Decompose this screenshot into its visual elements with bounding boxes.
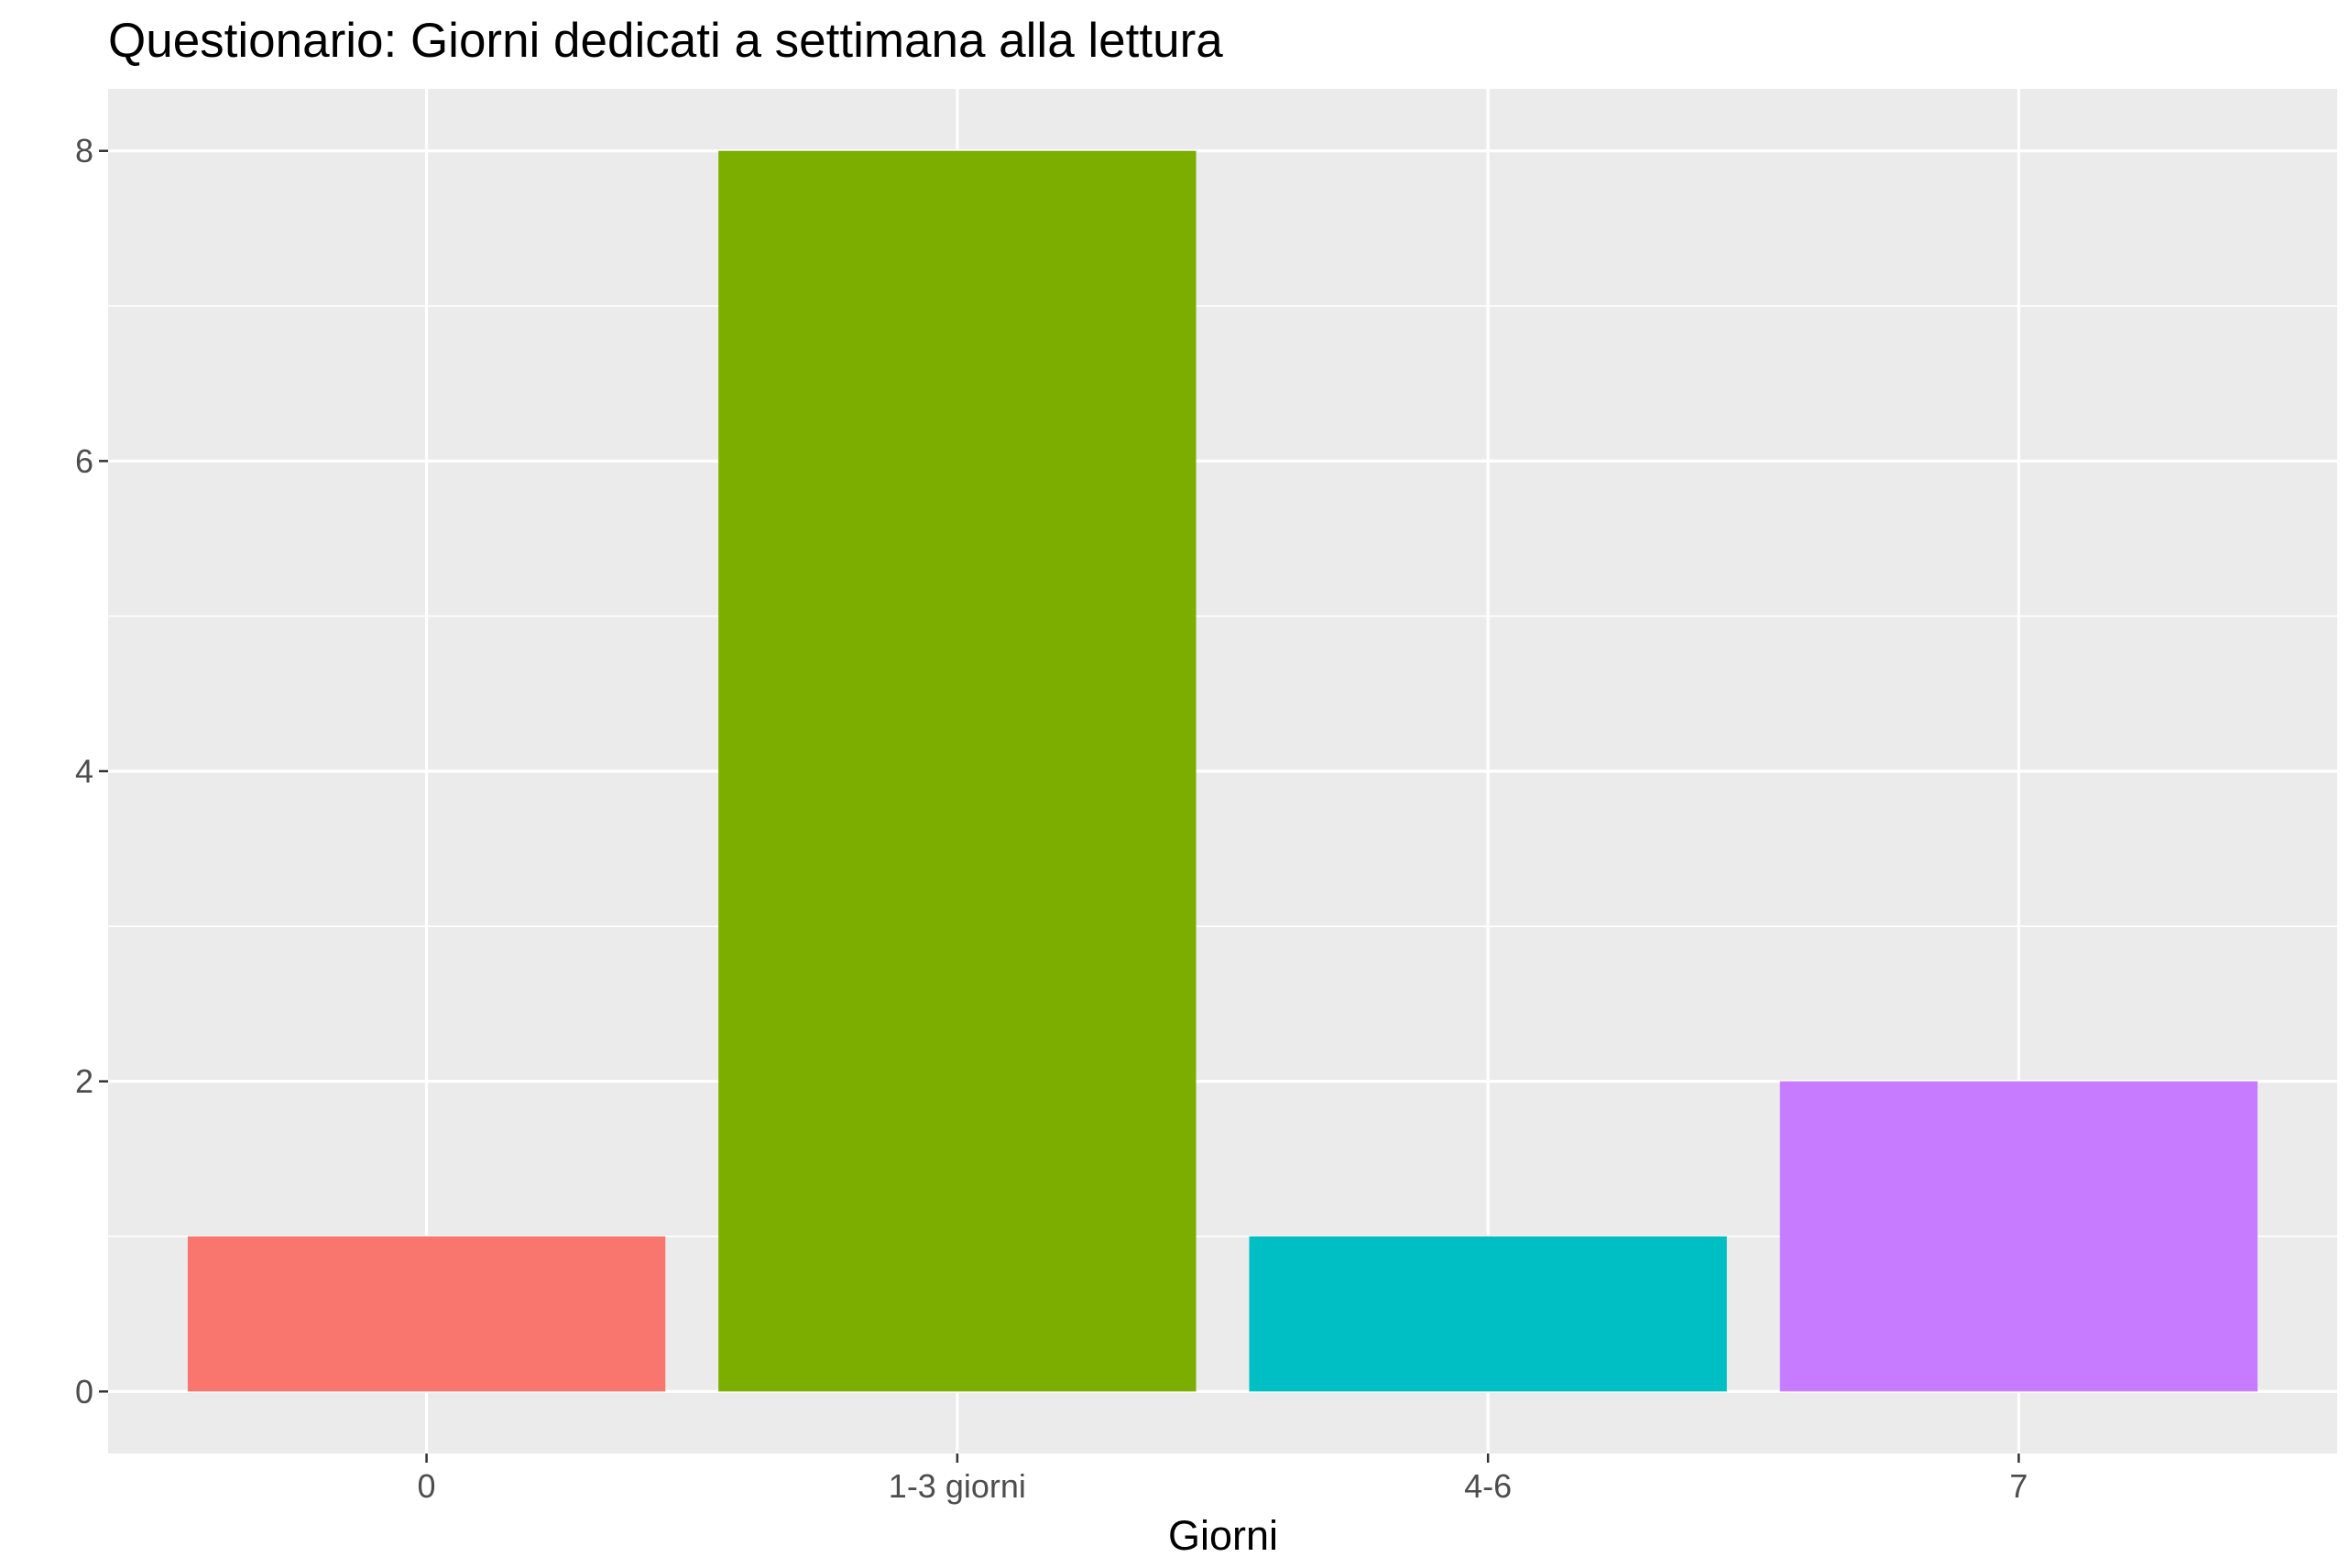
bar-1 bbox=[187, 1236, 666, 1392]
y-tick-label: 0 bbox=[75, 1373, 93, 1410]
y-tick-label: 6 bbox=[75, 442, 93, 480]
x-axis-title: Giorni bbox=[1168, 1512, 1278, 1559]
x-axis: 0 1-3 giorni 4-6 7 bbox=[418, 1454, 2028, 1505]
x-tick-label: 4-6 bbox=[1464, 1467, 1512, 1505]
bars bbox=[187, 150, 2258, 1392]
y-tick-label: 2 bbox=[75, 1062, 93, 1100]
y-tick-label: 8 bbox=[75, 132, 93, 169]
chart-title: Questionario: Giorni dedicati a settiman… bbox=[108, 14, 1223, 68]
y-axis: 0 2 4 6 8 bbox=[75, 132, 108, 1410]
bar-3 bbox=[1249, 1236, 1727, 1392]
x-tick-label: 0 bbox=[418, 1467, 436, 1505]
y-tick-label: 4 bbox=[75, 753, 93, 790]
x-tick-label: 7 bbox=[2009, 1467, 2028, 1505]
bar-4 bbox=[1779, 1081, 2258, 1392]
bar-2 bbox=[718, 150, 1197, 1392]
x-tick-label: 1-3 giorni bbox=[889, 1467, 1026, 1505]
